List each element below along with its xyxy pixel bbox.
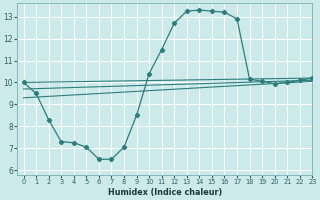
X-axis label: Humidex (Indice chaleur): Humidex (Indice chaleur): [108, 188, 222, 197]
